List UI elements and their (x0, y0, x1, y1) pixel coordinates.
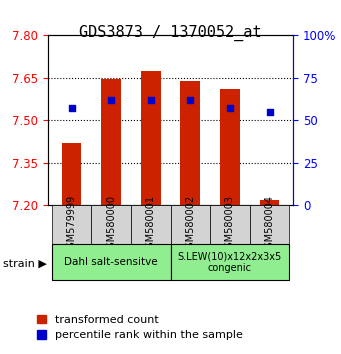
Text: strain ▶: strain ▶ (3, 259, 47, 269)
Point (188, 97, 193, 103)
Point (69, 105, 74, 111)
Bar (62, 143, 81, 205)
FancyBboxPatch shape (91, 205, 131, 244)
Text: GSM579999: GSM579999 (66, 195, 76, 255)
Bar (101, 79, 121, 205)
Text: S.LEW(10)x12x2x3x5
congenic: S.LEW(10)x12x2x3x5 congenic (178, 251, 282, 273)
Text: Dahl salt-sensitve: Dahl salt-sensitve (64, 257, 158, 267)
Text: GSM580001: GSM580001 (146, 195, 156, 254)
Text: GSM580004: GSM580004 (265, 195, 275, 254)
Bar (260, 200, 279, 205)
Text: GSM580000: GSM580000 (106, 195, 116, 254)
Bar (220, 89, 240, 205)
Bar (141, 71, 161, 205)
FancyBboxPatch shape (52, 205, 91, 244)
Point (148, 97, 153, 103)
FancyBboxPatch shape (170, 244, 289, 280)
FancyBboxPatch shape (131, 205, 170, 244)
FancyBboxPatch shape (210, 205, 250, 244)
Text: GSM580003: GSM580003 (225, 195, 235, 254)
Point (227, 105, 233, 111)
Text: GDS3873 / 1370052_at: GDS3873 / 1370052_at (79, 25, 262, 41)
Legend: transformed count, percentile rank within the sample: transformed count, percentile rank withi… (33, 310, 247, 345)
Point (267, 109, 272, 115)
Point (108, 97, 114, 103)
Bar (180, 81, 200, 205)
FancyBboxPatch shape (250, 205, 289, 244)
Text: GSM580002: GSM580002 (185, 195, 195, 255)
FancyBboxPatch shape (52, 244, 170, 280)
FancyBboxPatch shape (170, 205, 210, 244)
